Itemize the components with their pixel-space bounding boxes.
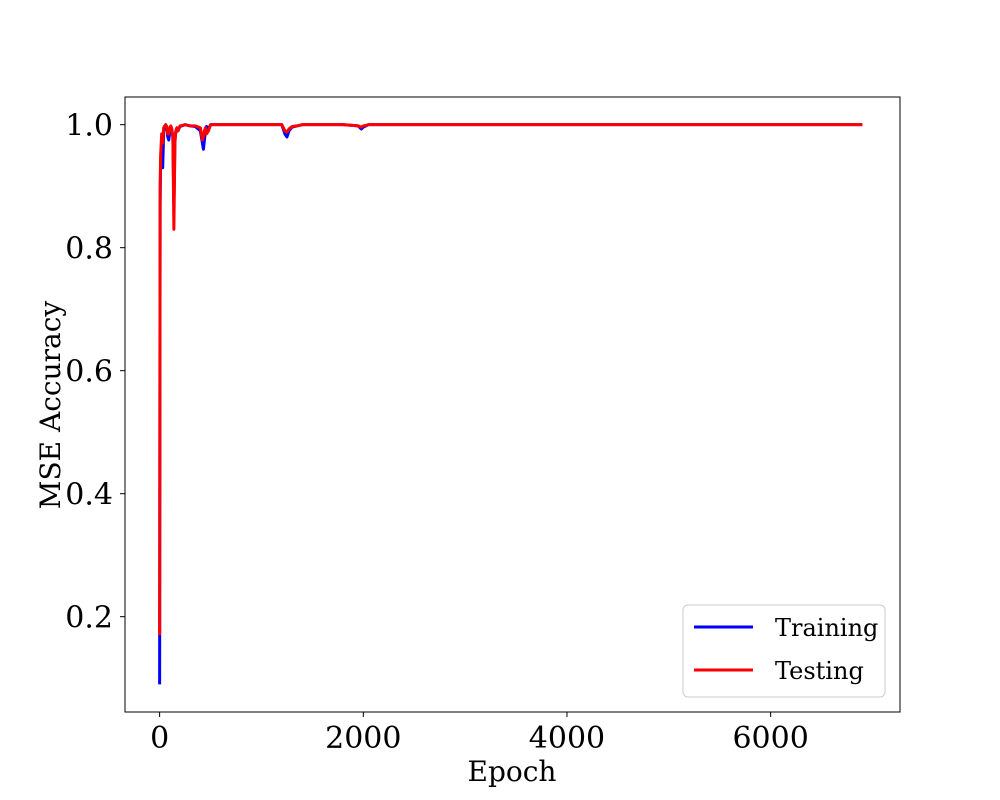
y-tick-label: 0.4	[65, 478, 113, 513]
x-axis-label: Epoch	[468, 755, 557, 788]
x-tick-label: 4000	[529, 721, 605, 756]
series-layer	[158, 123, 863, 685]
series-line-testing	[158, 123, 863, 636]
y-tick-label: 1.0	[65, 109, 113, 144]
y-tick-label: 0.8	[65, 232, 113, 267]
legend-label-testing: Testing	[775, 657, 864, 685]
x-tick-label: 6000	[732, 721, 808, 756]
y-axis: 0.2 0.4 0.6 0.8 1.0	[65, 109, 125, 636]
x-axis: 0 2000 4000 6000	[150, 712, 809, 756]
legend: Training Testing	[682, 604, 886, 698]
x-tick-label: 2000	[325, 721, 401, 756]
series-line-training	[158, 123, 863, 685]
y-axis-label: MSE Accuracy	[34, 301, 67, 510]
y-tick-label: 0.2	[65, 601, 113, 636]
plot-frame	[124, 96, 901, 713]
x-tick-label: 0	[150, 721, 169, 756]
y-tick-label: 0.6	[65, 355, 113, 390]
legend-label-training: Training	[775, 614, 878, 642]
